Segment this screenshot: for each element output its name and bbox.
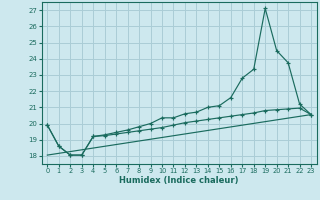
X-axis label: Humidex (Indice chaleur): Humidex (Indice chaleur): [119, 176, 239, 185]
